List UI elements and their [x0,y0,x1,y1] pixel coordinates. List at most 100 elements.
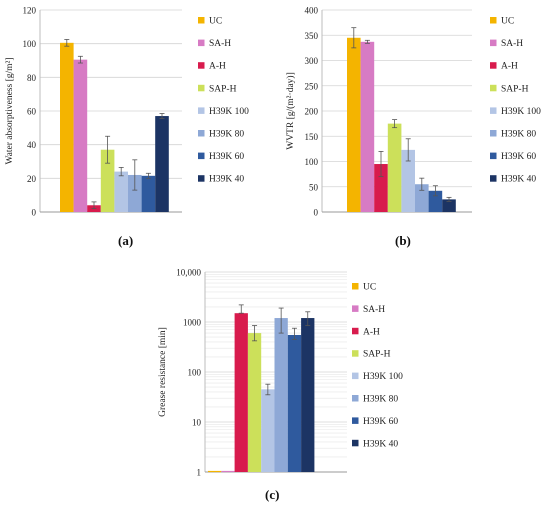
legend-label: H39K 80 [501,130,536,140]
y-tick-label: 60 [27,107,37,117]
panel-label-c: (c) [265,487,280,502]
legend-label: A-H [209,62,226,72]
y-tick-label: 200 [305,107,319,117]
bar-h39k-80 [128,174,142,212]
chart-panel-b: 0 50 100 150 200 250 300 350 400 WVTR [g/(m²·day)… [285,6,541,218]
legend-label: H39K 60 [209,152,244,162]
legend-swatch [352,350,359,357]
legend-label: UC [501,17,514,27]
y-tick-label: 1000 [183,318,202,328]
y-tick-label: 300 [305,56,319,66]
legend-swatch [490,175,497,182]
legend-swatch [490,152,497,160]
legend-label: H39K 60 [501,152,536,162]
y-tick-label: 50 [309,182,319,192]
legend-swatch [352,439,359,447]
legend-swatch [198,62,205,69]
chart-panel-c: 1 10 100 1000 10,000 Grease resistance [min] U… [158,268,403,478]
bar-a-h [374,164,388,212]
legend-label: H39K 80 [209,130,244,140]
legend-label: SAP-H [209,84,237,94]
bar-h39k-40 [155,116,169,212]
bar-h39k-60 [428,190,443,212]
legend-label: SAP-H [363,350,391,360]
bar-h39k-40 [442,199,456,212]
bar-h39k-100 [114,171,128,212]
y-tick-label: 250 [305,81,319,91]
y-tick-label: 40 [27,140,37,150]
legend-label: H39K 80 [363,395,398,405]
legend-label: H39K 40 [501,175,536,185]
legend-swatch [198,17,205,24]
legend-label: H39K 60 [363,417,398,427]
legend-swatch [352,283,359,290]
bar-uc [60,42,74,213]
legend-swatch [490,62,497,69]
y-tick-label: 10,000 [176,268,201,278]
bar-h39k-100 [401,149,415,212]
chart-panel-a: 0 20 40 60 80 100 120 Water absorptiveness [g/m… [5,6,249,218]
y-tick-label: 150 [305,132,319,142]
y-tick-label: 120 [23,6,37,16]
y-tick-label: 100 [305,157,319,167]
bar-sa-h [73,59,88,213]
legend-label: H39K 100 [501,107,541,117]
legend-swatch [198,175,205,182]
legend-label: SAP-H [501,84,529,94]
legend-swatch [490,84,497,92]
y-tick-label: 400 [305,6,319,16]
y-tick-label: 0 [32,208,37,218]
legend-swatch [198,107,205,114]
legend-swatch [352,327,359,335]
bar-h39k-40 [301,318,315,472]
y-axis-label: WVTR [g/(m²·day)] [285,72,296,150]
panel-label-a: (a) [118,233,134,248]
legend-label: A-H [501,62,518,72]
legend-swatch [490,107,497,114]
legend-label: SA-H [363,305,385,315]
y-tick-label: 0 [314,208,319,218]
panel-label-b: (b) [395,233,411,248]
legend-label: H39K 40 [363,439,398,449]
bar-uc [347,37,361,213]
legend-swatch [490,17,497,24]
legend-swatch [198,130,205,137]
y-tick-label: 80 [27,73,37,83]
legend-label: H39K 40 [209,175,244,185]
y-tick-label: 100 [23,39,37,49]
y-tick-label: 100 [188,368,202,378]
y-axis-label: Grease resistance [min] [158,327,168,417]
y-tick-label: 20 [27,174,37,184]
bar-h39k-100 [261,389,275,472]
legend-swatch [352,417,359,424]
legend-label: H39K 100 [209,107,249,117]
legend-label: SA-H [501,39,523,49]
legend-swatch [198,84,205,92]
legend-swatch [490,130,497,137]
bar-a-h [234,313,248,472]
legend-swatch [352,395,359,402]
legend-label: H39K 100 [363,372,403,382]
bar-sap-h [387,123,402,212]
bar-h39k-80 [415,184,429,212]
legend-swatch [198,152,205,160]
legend-label: UC [363,283,376,293]
bar-sap-h [100,149,115,212]
legend-label: A-H [363,327,380,337]
y-tick-label: 1 [197,468,202,478]
bar-sap-h [247,333,262,472]
bar-h39k-80 [274,318,288,472]
bar-h39k-60 [141,175,156,212]
legend-swatch [490,39,497,47]
legend-swatch [198,39,205,47]
y-axis-label: Water absorptiveness [g/m²] [5,57,15,164]
y-tick-label: 350 [305,31,319,41]
legend-swatch [352,305,359,312]
legend-label: UC [209,17,222,27]
legend-label: SA-H [209,39,231,49]
bar-h39k-60 [287,334,302,472]
bar-sa-h [360,41,375,212]
legend-swatch [352,372,359,380]
y-tick-label: 10 [192,418,202,428]
